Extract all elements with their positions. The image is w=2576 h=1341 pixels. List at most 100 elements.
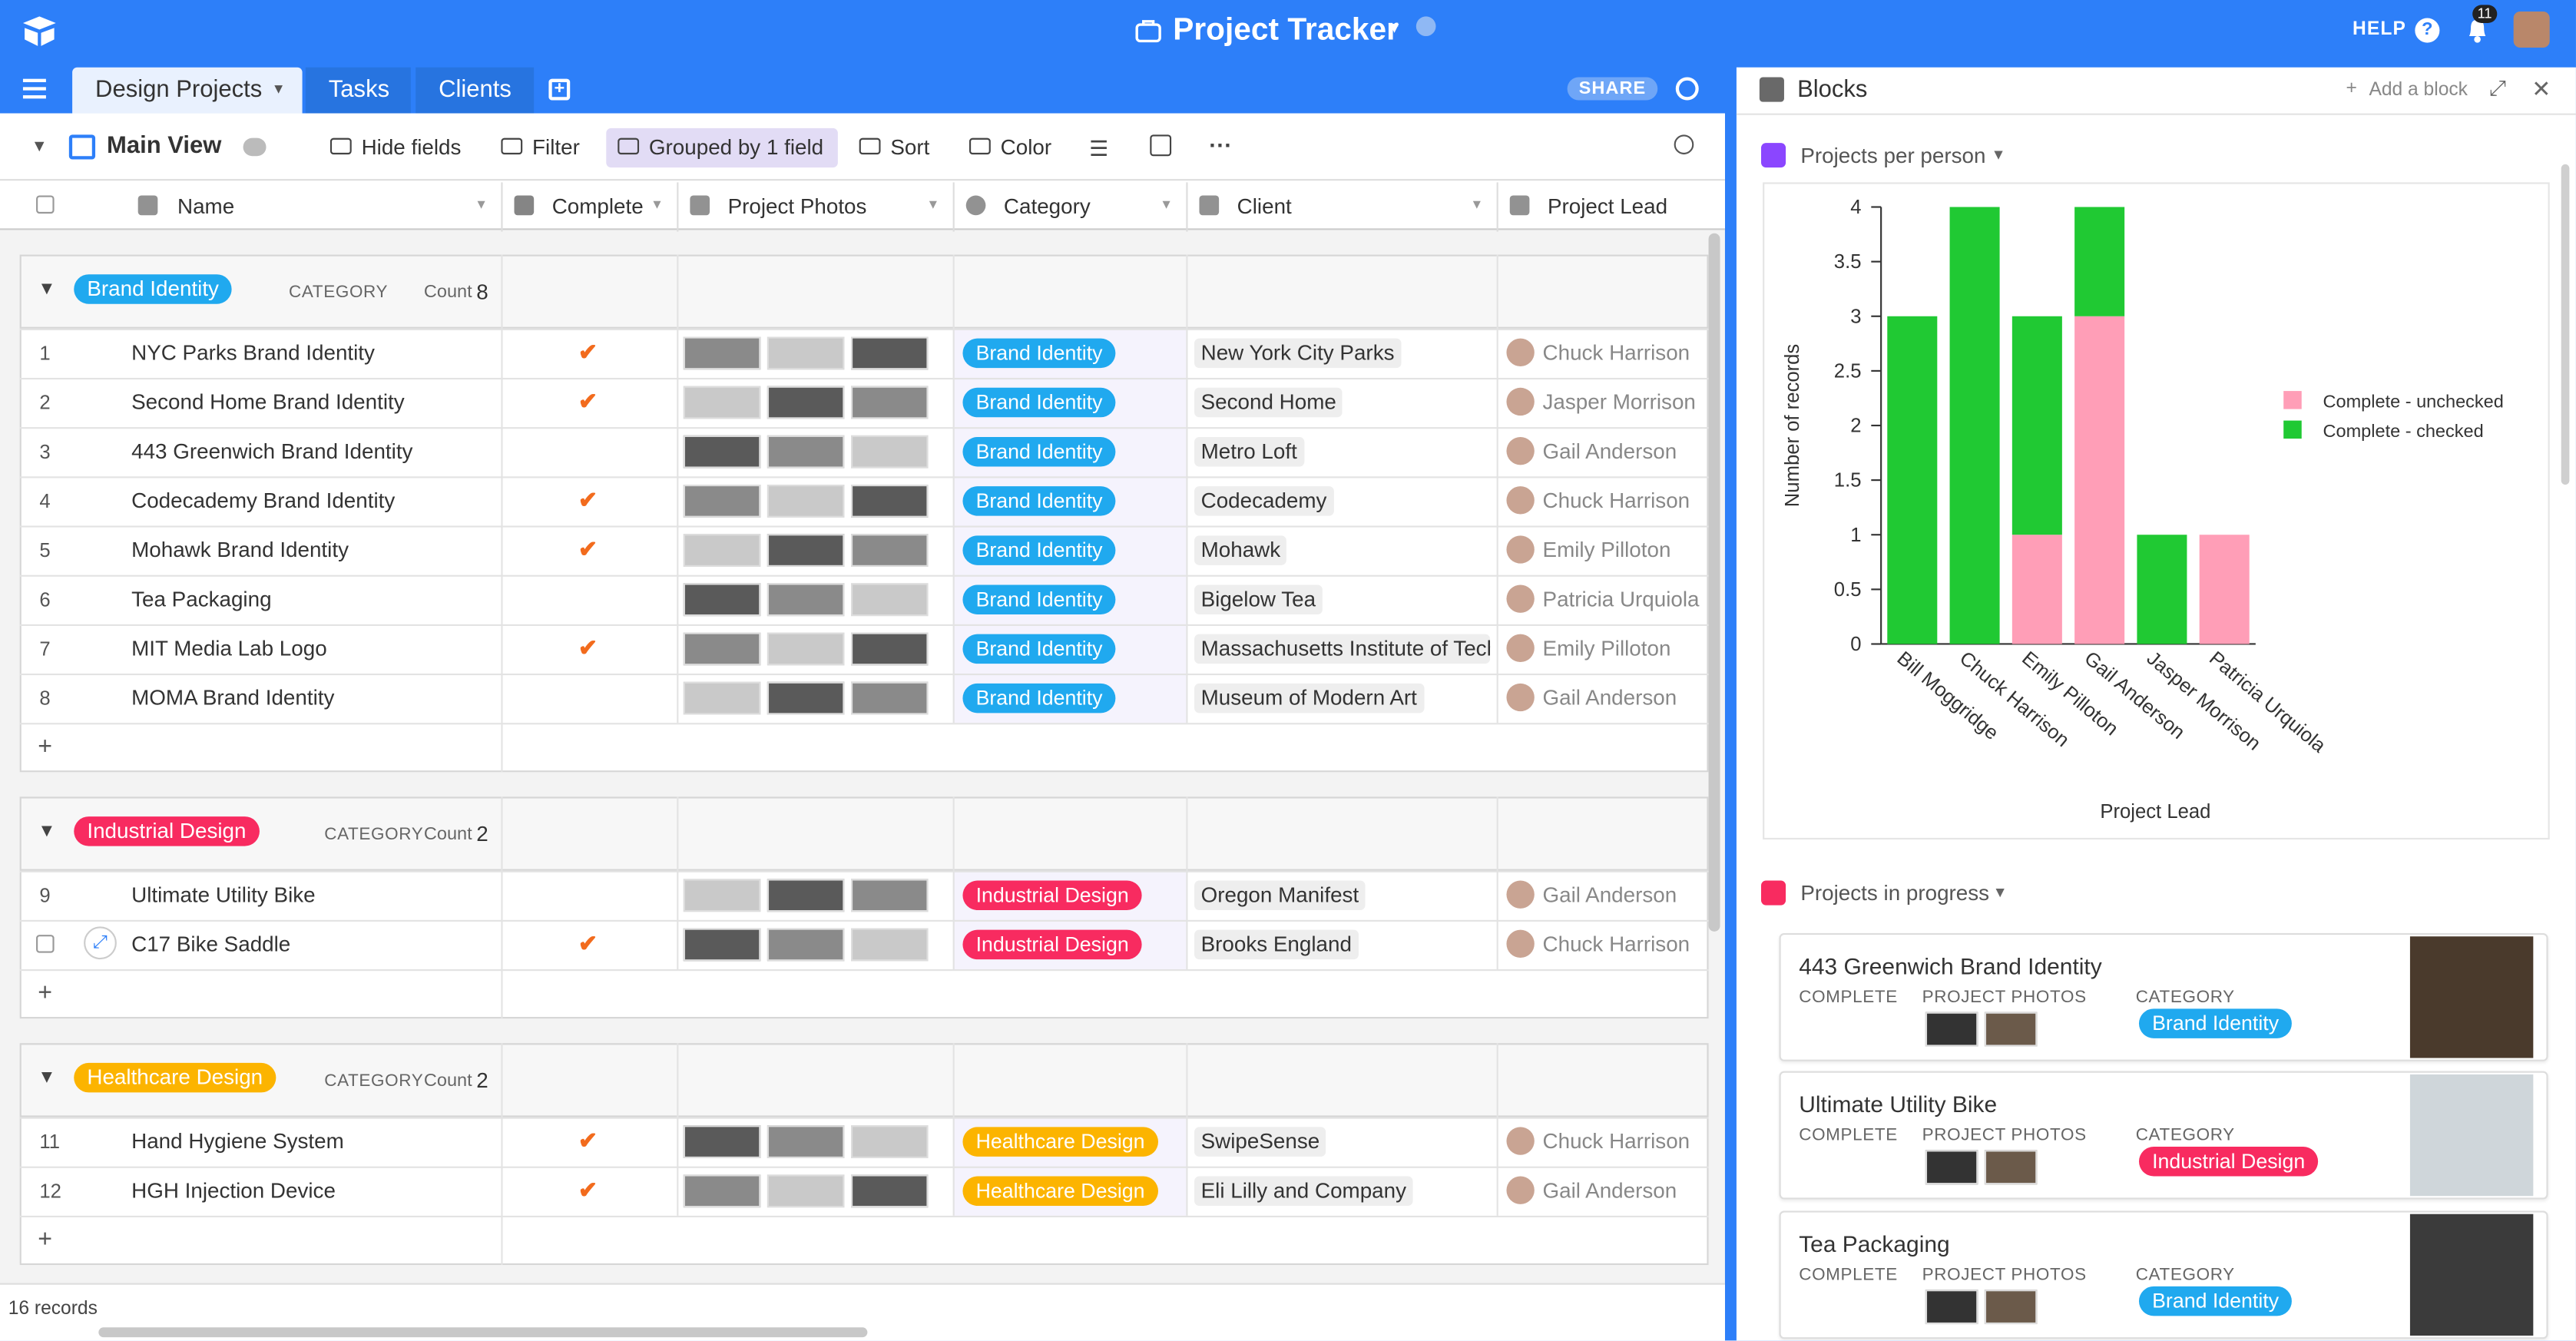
select-all[interactable] [36, 195, 55, 214]
record-name[interactable]: Second Home Brand Identity [131, 389, 405, 415]
tab-caret[interactable]: ▾ [274, 80, 283, 99]
row-height-icon[interactable]: ☰ [1089, 136, 1109, 161]
add-tab[interactable]: + [548, 78, 571, 101]
bell-icon[interactable] [2462, 15, 2492, 45]
photo-thumbnail[interactable] [851, 879, 929, 912]
client-pill[interactable]: Metro Loft [1194, 436, 1304, 467]
base-title[interactable]: Project Tracker [1173, 13, 1399, 48]
photo-thumbnail[interactable] [767, 681, 845, 715]
record-name[interactable]: Mohawk Brand Identity [131, 537, 349, 562]
record-name[interactable]: Ultimate Utility Bike [131, 882, 316, 907]
photo-thumbnail[interactable] [767, 1174, 845, 1208]
info-icon[interactable] [1415, 16, 1436, 37]
photo-thumbnail[interactable] [767, 1125, 845, 1158]
share-button[interactable]: SHARE [1567, 77, 1658, 101]
chart-block-title[interactable]: Projects per person [1800, 143, 1986, 168]
column-header[interactable]: Client [1237, 194, 1292, 219]
add-block-plus[interactable]: + [2346, 78, 2357, 99]
photo-thumbnail[interactable] [683, 681, 761, 715]
client-pill[interactable]: Codecademy [1194, 486, 1334, 516]
photo-thumbnail[interactable] [851, 336, 929, 370]
caret[interactable]: ▼ [1991, 146, 2006, 163]
group-toggle[interactable]: ▼ [38, 1068, 56, 1088]
photo-thumbnail[interactable] [683, 1125, 761, 1158]
column-menu[interactable]: ▼ [1470, 197, 1484, 212]
photo-thumbnail[interactable] [767, 435, 845, 469]
toolbar-icon[interactable] [618, 137, 640, 155]
photo-thumbnail[interactable] [683, 485, 761, 518]
caret[interactable]: ▼ [1992, 883, 2008, 901]
column-header[interactable]: Name [177, 194, 235, 219]
help-icon[interactable]: ? [2415, 18, 2440, 43]
photo-thumbnail[interactable] [851, 1174, 929, 1208]
photo-thumbnail[interactable] [767, 879, 845, 912]
photo-thumbnail[interactable] [683, 386, 761, 419]
expand-button[interactable]: ⤢ [84, 926, 117, 960]
record-name[interactable]: Tea Packaging [131, 586, 272, 611]
photo-thumbnail[interactable] [767, 632, 845, 666]
client-pill[interactable]: Massachusetts Institute of Tech [1194, 634, 1491, 664]
photo-thumbnail[interactable] [851, 1125, 929, 1158]
horizontal-scrollbar[interactable] [98, 1327, 868, 1338]
photo-thumbnail[interactable] [683, 583, 761, 617]
photo-thumbnail[interactable] [851, 435, 929, 469]
column-header[interactable]: Project Photos [727, 194, 867, 219]
toolbar-icon[interactable] [859, 137, 881, 155]
title-caret[interactable]: ▾ [1389, 18, 1399, 38]
client-pill[interactable]: Museum of Modern Art [1194, 683, 1424, 714]
help-button[interactable]: HELP [2353, 19, 2406, 40]
record-name[interactable]: Codecademy Brand Identity [131, 488, 396, 513]
toolbar-button[interactable]: Hide fields [361, 134, 462, 160]
photo-thumbnail[interactable] [683, 534, 761, 567]
add-block[interactable]: Add a block [2369, 80, 2468, 101]
record-name[interactable]: MIT Media Lab Logo [131, 635, 327, 661]
panel-scrollbar[interactable] [2561, 164, 2570, 485]
search-icon[interactable] [1674, 134, 1694, 155]
client-pill[interactable]: New York City Parks [1194, 338, 1402, 369]
client-pill[interactable]: Bigelow Tea [1194, 584, 1323, 614]
list-block-title[interactable]: Projects in progress [1800, 880, 1990, 906]
history-icon[interactable] [1675, 77, 1699, 101]
photo-thumbnail[interactable] [767, 485, 845, 518]
user-avatar[interactable] [2513, 11, 2550, 48]
active-tab[interactable] [72, 67, 303, 114]
photo-thumbnail[interactable] [683, 336, 761, 370]
column-menu[interactable]: ▼ [475, 197, 488, 212]
group-toggle[interactable]: ▼ [38, 821, 56, 842]
client-pill[interactable]: Second Home [1194, 387, 1343, 418]
photo-thumbnail[interactable] [851, 386, 929, 419]
share-view-icon[interactable] [1150, 134, 1172, 157]
tab-label[interactable]: Design Projects [95, 77, 263, 104]
record-name[interactable]: HGH Injection Device [131, 1177, 336, 1203]
record-name[interactable]: MOMA Brand Identity [131, 684, 335, 710]
photo-thumbnail[interactable] [683, 879, 761, 912]
tab[interactable] [305, 67, 411, 114]
group-toggle[interactable]: ▼ [38, 279, 56, 300]
add-record[interactable]: + [38, 732, 52, 761]
toolbar-icon[interactable] [501, 137, 523, 155]
view-caret[interactable]: ▼ [31, 137, 48, 157]
client-pill[interactable]: Oregon Manifest [1194, 880, 1366, 911]
toolbar-button[interactable]: Filter [532, 134, 580, 160]
add-record[interactable]: + [38, 978, 52, 1008]
record-name[interactable]: 443 Greenwich Brand Identity [131, 439, 413, 464]
more-icon[interactable]: ··· [1209, 131, 1233, 158]
photo-thumbnail[interactable] [767, 583, 845, 617]
expand-icon[interactable]: ⤢ [2488, 75, 2506, 101]
tab[interactable] [416, 67, 535, 114]
photo-thumbnail[interactable] [767, 928, 845, 962]
toolbar-button[interactable]: Sort [890, 134, 930, 160]
photo-thumbnail[interactable] [767, 336, 845, 370]
toolbar-button[interactable]: Color [1000, 134, 1052, 160]
photo-thumbnail[interactable] [851, 583, 929, 617]
logo[interactable] [20, 13, 59, 49]
record-name[interactable]: C17 Bike Saddle [131, 931, 291, 956]
column-header[interactable]: Category [1003, 194, 1091, 219]
photo-thumbnail[interactable] [767, 534, 845, 567]
photo-thumbnail[interactable] [851, 534, 929, 567]
toolbar-icon[interactable] [329, 137, 352, 155]
toolbar-icon[interactable] [969, 137, 991, 155]
column-header[interactable]: Complete [551, 194, 644, 219]
add-record[interactable]: + [38, 1225, 52, 1254]
view-name[interactable]: Main View [107, 133, 222, 160]
